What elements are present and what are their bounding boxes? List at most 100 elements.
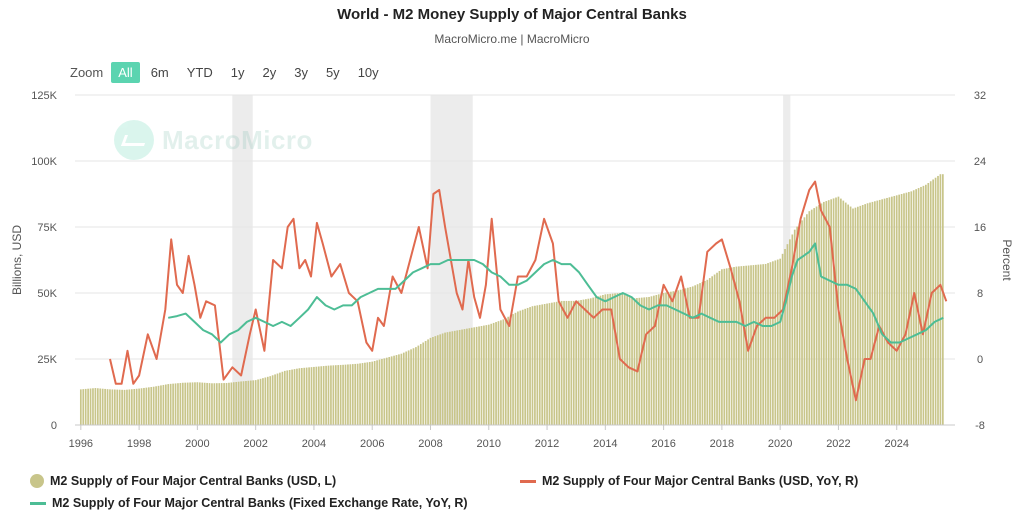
bar bbox=[160, 385, 162, 425]
bar bbox=[728, 267, 731, 425]
y-left-tick-label: 0 bbox=[51, 420, 57, 432]
bar bbox=[223, 383, 225, 425]
bar bbox=[781, 253, 784, 425]
legend-item-m2-usd-yoy[interactable]: M2 Supply of Four Major Central Banks (U… bbox=[520, 474, 858, 488]
bar bbox=[922, 185, 925, 425]
bar bbox=[320, 366, 323, 425]
bar bbox=[735, 266, 738, 425]
bar bbox=[383, 358, 386, 425]
bar bbox=[361, 363, 364, 425]
bar bbox=[366, 362, 369, 425]
legend-line-icon bbox=[30, 501, 46, 505]
bar bbox=[628, 296, 631, 425]
bar bbox=[150, 387, 153, 425]
x-tick-label: 1998 bbox=[127, 438, 151, 450]
bar bbox=[495, 322, 497, 425]
bar bbox=[779, 258, 782, 425]
bar bbox=[283, 370, 286, 425]
y-right-tick-label: 8 bbox=[977, 288, 983, 300]
bar bbox=[376, 360, 378, 425]
bar bbox=[752, 265, 755, 425]
bar bbox=[412, 348, 415, 425]
zoom-6m-button[interactable]: 6m bbox=[150, 65, 169, 80]
bar bbox=[347, 364, 349, 425]
bar bbox=[444, 332, 446, 425]
bar bbox=[514, 312, 517, 425]
zoom-ytd-button[interactable]: YTD bbox=[186, 65, 213, 80]
bar bbox=[293, 369, 296, 425]
x-tick-label: 2016 bbox=[651, 438, 675, 450]
bar bbox=[793, 229, 796, 425]
bar bbox=[757, 264, 760, 425]
watermark-logo: MacroMicro bbox=[114, 120, 313, 160]
bar bbox=[861, 205, 864, 425]
zoom-1y-button[interactable]: 1y bbox=[230, 65, 245, 80]
bar bbox=[859, 205, 862, 425]
bar bbox=[492, 322, 495, 425]
zoom-5y-button[interactable]: 5y bbox=[325, 65, 340, 80]
bar bbox=[813, 208, 816, 425]
bar bbox=[349, 364, 352, 425]
bar bbox=[99, 388, 102, 425]
bar bbox=[135, 388, 138, 425]
bar bbox=[490, 323, 493, 425]
bar bbox=[337, 365, 340, 425]
bar bbox=[604, 294, 607, 425]
zoom-2y-button[interactable]: 2y bbox=[262, 65, 277, 80]
bar bbox=[674, 290, 677, 425]
bar bbox=[296, 368, 298, 425]
bar bbox=[463, 329, 466, 425]
bar bbox=[684, 288, 687, 425]
zoom-3y-button[interactable]: 3y bbox=[294, 65, 308, 80]
bar bbox=[517, 311, 519, 425]
bar bbox=[730, 267, 733, 425]
bar bbox=[174, 383, 177, 425]
bar bbox=[903, 193, 905, 425]
bar bbox=[424, 340, 427, 425]
bar bbox=[849, 206, 852, 425]
bar bbox=[264, 377, 267, 425]
bar bbox=[611, 293, 614, 425]
zoom-10y-button[interactable]: 10y bbox=[357, 65, 379, 80]
bar bbox=[87, 388, 89, 425]
bar bbox=[500, 320, 502, 425]
bar bbox=[266, 376, 269, 425]
bar bbox=[327, 365, 330, 425]
bar bbox=[259, 378, 262, 425]
bar bbox=[546, 303, 548, 425]
bar bbox=[927, 183, 930, 425]
bar bbox=[113, 389, 116, 425]
bar bbox=[162, 384, 165, 425]
chart-subtitle: MacroMicro.me | MacroMicro bbox=[434, 32, 590, 46]
bar bbox=[565, 300, 568, 425]
bar bbox=[407, 350, 410, 425]
bar bbox=[721, 269, 723, 425]
legend-item-m2-fixed-yoy[interactable]: M2 Supply of Four Major Central Banks (F… bbox=[30, 496, 468, 510]
bar bbox=[405, 351, 408, 425]
bar bbox=[738, 266, 740, 425]
bar bbox=[874, 201, 876, 425]
bar bbox=[371, 361, 374, 425]
bar bbox=[602, 294, 604, 425]
bar bbox=[585, 299, 587, 425]
legend-item-m2-usd-l[interactable]: M2 Supply of Four Major Central Banks (U… bbox=[30, 474, 336, 488]
bar bbox=[271, 375, 274, 425]
bar bbox=[587, 298, 590, 425]
bar bbox=[891, 196, 893, 425]
bar bbox=[334, 365, 337, 425]
zoom-all-button[interactable]: All bbox=[111, 62, 140, 83]
bar bbox=[240, 381, 242, 425]
bar bbox=[247, 380, 250, 425]
bar bbox=[415, 347, 417, 425]
bar bbox=[147, 387, 150, 425]
bar bbox=[691, 286, 694, 425]
series-line-usd-yoy bbox=[109, 180, 948, 402]
bar bbox=[706, 279, 709, 425]
x-tick-label: 2020 bbox=[768, 438, 792, 450]
bar bbox=[274, 374, 276, 425]
bar bbox=[245, 381, 247, 425]
bar bbox=[507, 316, 510, 425]
bar bbox=[417, 345, 420, 425]
bar bbox=[806, 214, 808, 425]
